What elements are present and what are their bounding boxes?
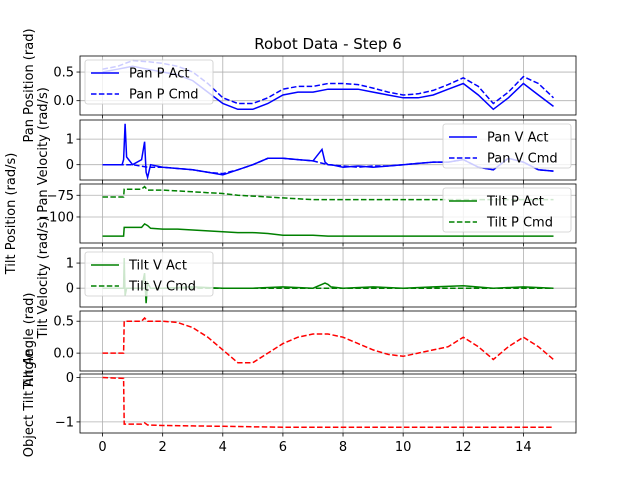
x-tick-label: 14 <box>515 440 532 455</box>
y-tick-label: 1 <box>66 133 74 148</box>
legend-box <box>442 187 572 233</box>
legend-label: Pan V Cmd <box>487 152 558 167</box>
x-tick-label: 0 <box>98 440 106 455</box>
panel-pan-velocity: 0 1 Pan V Act Pan V Cmd Pan Velocity (rad/s) <box>36 87 577 213</box>
legend-box <box>84 251 214 297</box>
ylabel-object-tilt-angle: Object Tilt Angle <box>22 350 37 457</box>
ylabel-tilt-angle: Tilt Angle (rad) <box>22 293 37 391</box>
x-tick-label: 4 <box>219 440 227 455</box>
chart-title: Robot Data - Step 6 <box>254 35 402 53</box>
series-line <box>102 316 554 364</box>
y-tick-label: 1 <box>66 257 74 272</box>
y-tick-label: 0.0 <box>53 347 74 362</box>
legend-label: Tilt V Cmd <box>128 280 196 295</box>
legend-label: Tilt P Cmd <box>486 216 553 231</box>
axes-frame <box>79 55 577 116</box>
ylabel-tilt-velocity: Tilt Velocity (rad/s) <box>36 217 51 340</box>
y-tick-label: 0.0 <box>53 94 74 109</box>
ylabel-pan-velocity: Pan Velocity (rad/s) <box>36 87 51 213</box>
y-tick-label: −75 <box>47 189 74 204</box>
panel-tilt-position: −100 −75 Tilt P Act Tilt P Cmd Tilt Position… <box>4 153 577 276</box>
legend-label: Pan P Act <box>129 67 189 82</box>
panel-object-tilt-angle: −1 0 0 2 4 6 8 10 12 14 Object Tilt Angle <box>22 350 577 457</box>
panel-tilt-velocity: 0 1 Tilt V Act Tilt V Cmd Tilt Velocity (rad… <box>36 217 577 340</box>
y-tick-label: 0.5 <box>53 315 74 330</box>
x-tick-label: 6 <box>279 440 287 455</box>
series-line <box>102 222 554 237</box>
legend-label: Pan P Cmd <box>129 88 199 103</box>
axes-frame <box>79 310 577 372</box>
y-tick-label: 0 <box>66 371 74 386</box>
axes-frame <box>79 183 577 244</box>
y-tick-label: 0.5 <box>53 66 74 81</box>
ylabel-tilt-position: Tilt Position (rad/s) <box>4 153 19 276</box>
axes-frame <box>79 119 577 181</box>
panel-tilt-angle: 0.0 0.5 Tilt Angle (rad) <box>22 293 577 391</box>
legend-label: Tilt V Act <box>128 259 187 274</box>
y-tick-label: 0 <box>66 282 74 297</box>
y-tick-label: −100 <box>38 210 74 225</box>
legend-label: Pan V Act <box>487 131 549 146</box>
legend-box <box>84 59 214 105</box>
series-line <box>102 376 554 428</box>
legend-label: Tilt P Act <box>486 195 544 210</box>
ylabel-pan-position: Pan Position (rad) <box>22 28 37 142</box>
x-tick-label: 2 <box>159 440 167 455</box>
axes-frame <box>79 247 577 308</box>
legend-box <box>442 123 572 169</box>
y-tick-label: −1 <box>55 415 74 430</box>
y-tick-label: 0 <box>66 158 74 173</box>
series-line <box>102 59 555 105</box>
series-line <box>102 185 554 201</box>
x-tick-label: 8 <box>339 440 347 455</box>
x-tick-label: 10 <box>395 440 412 455</box>
axes-frame <box>79 373 577 434</box>
panel-pan-position: 0.0 0.5 Pan P Act Pan P Cmd Pan Position (ra… <box>22 28 577 143</box>
x-tick-label: 12 <box>455 440 472 455</box>
